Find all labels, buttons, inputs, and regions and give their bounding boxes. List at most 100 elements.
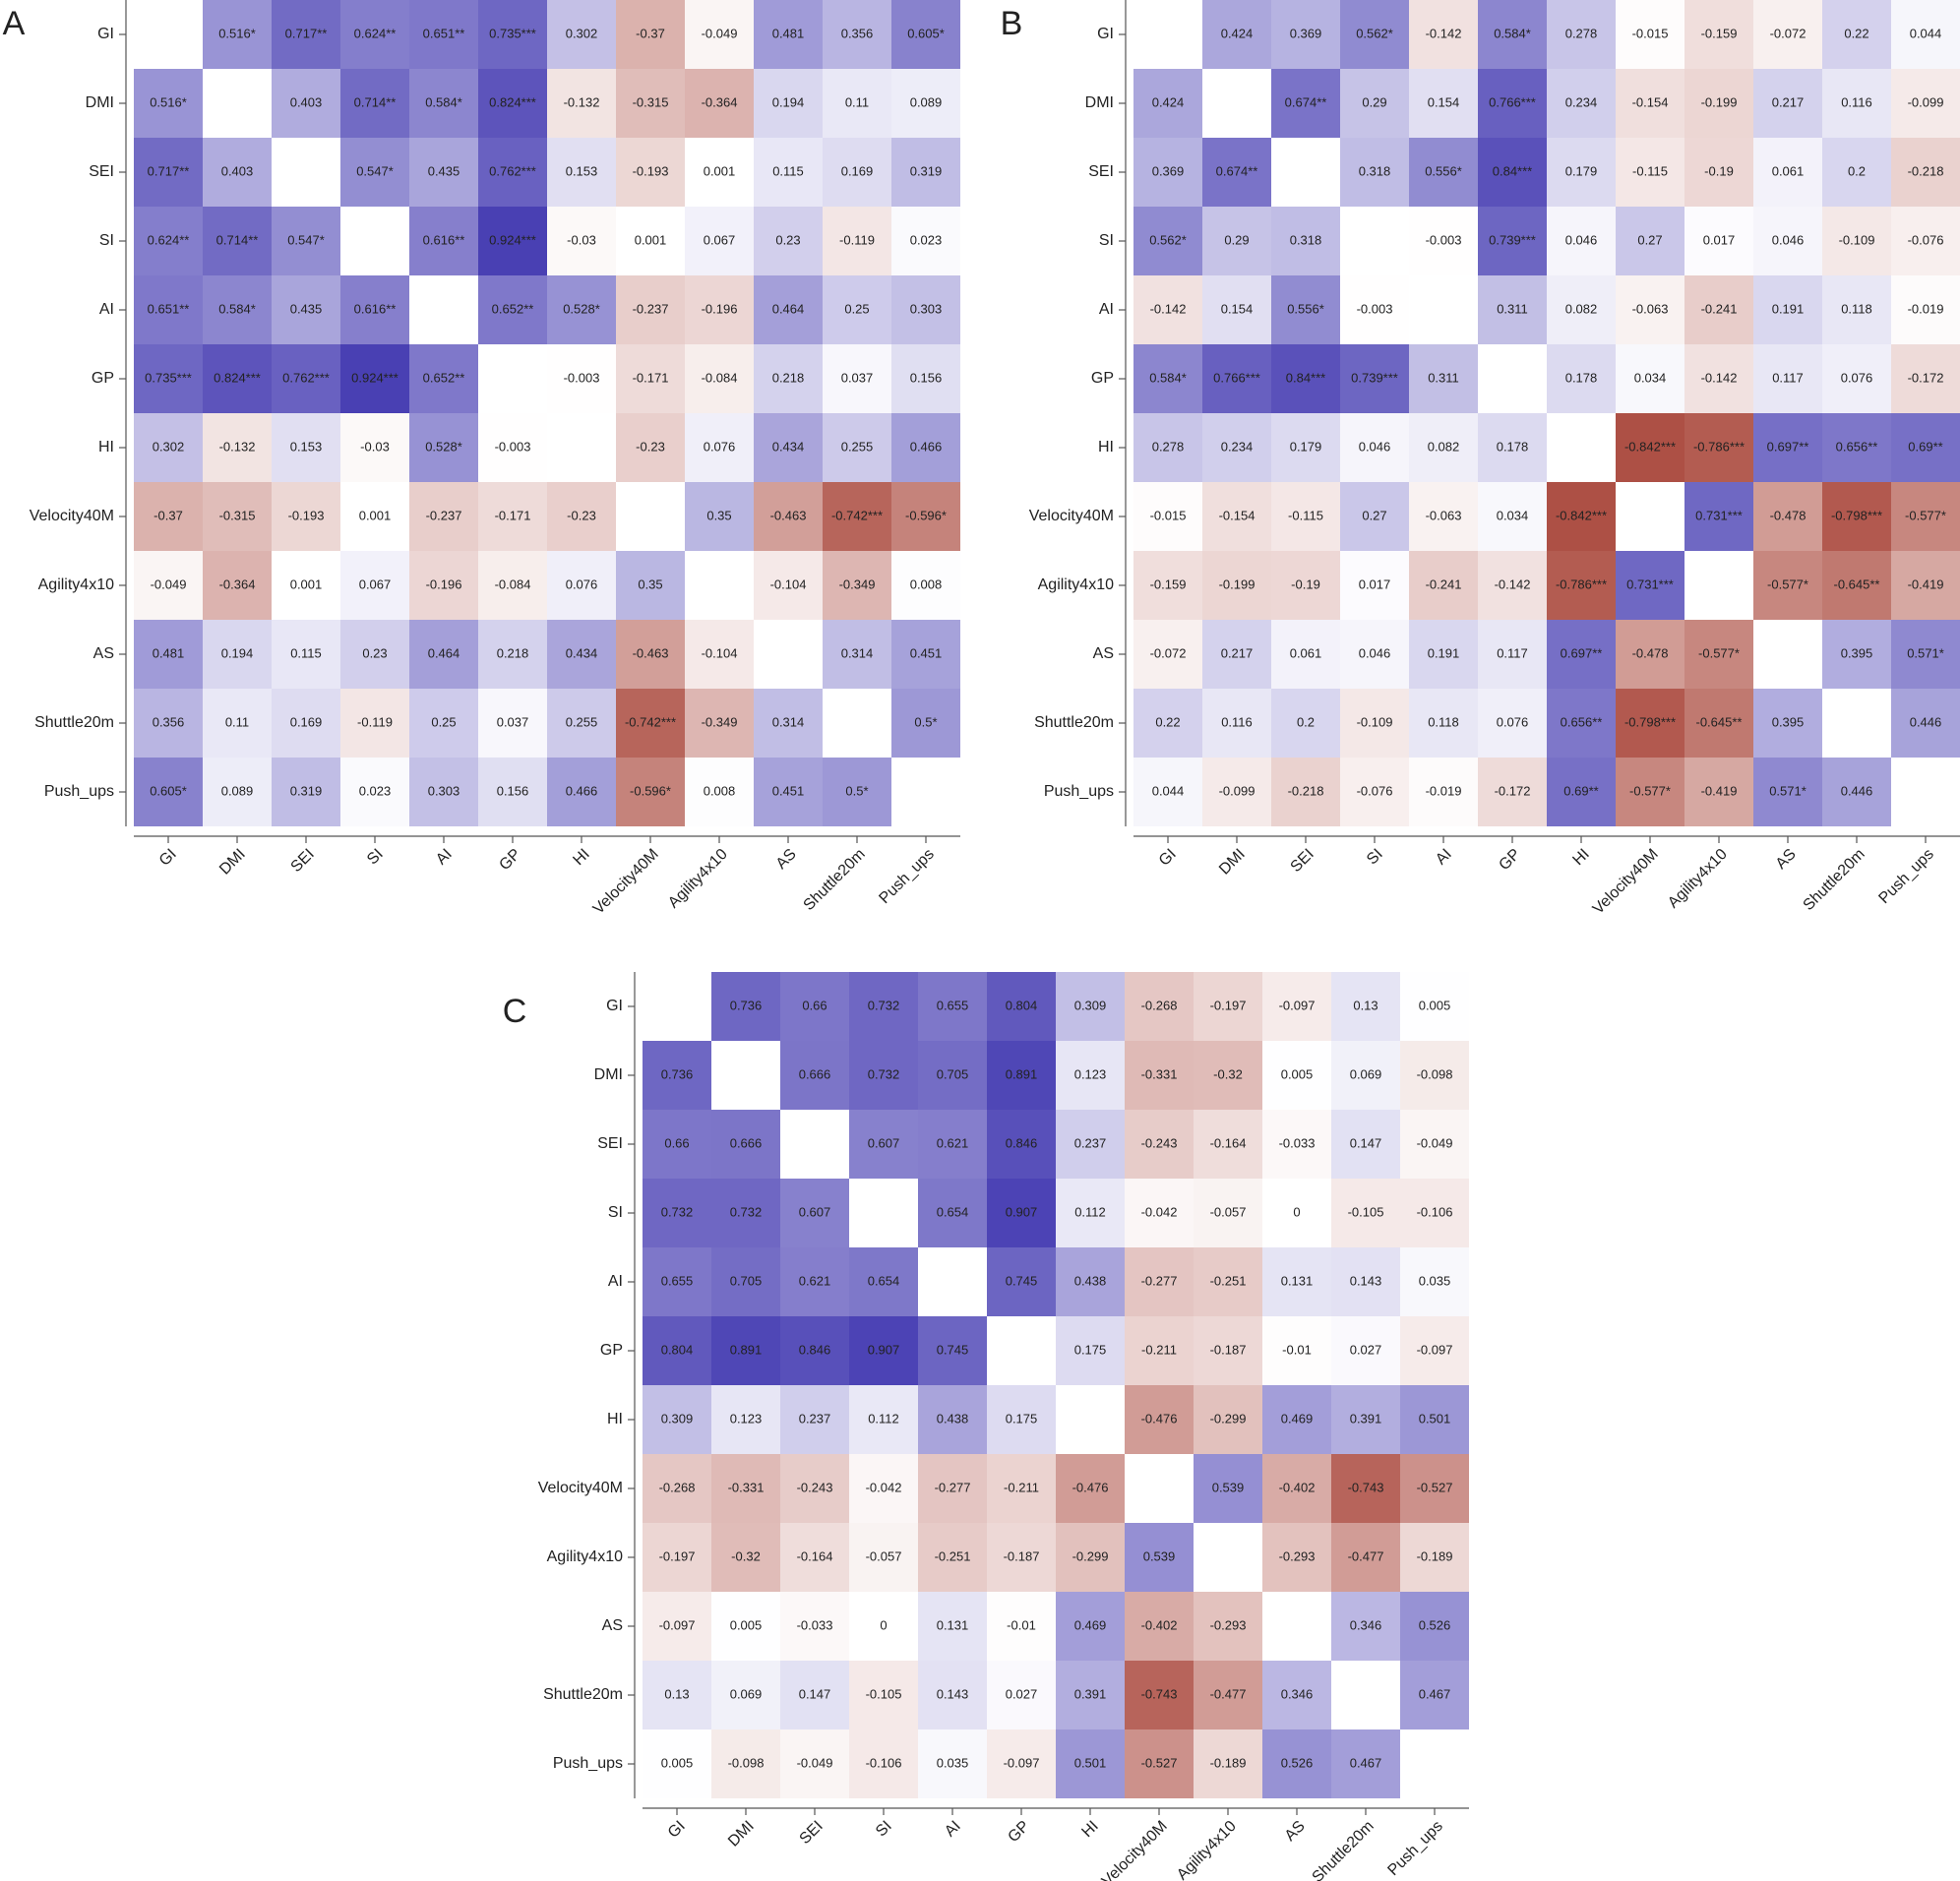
- heatmap-cell: [1194, 1041, 1262, 1110]
- heatmap-cell: [547, 0, 616, 69]
- cell-label: 0.027: [1006, 1686, 1038, 1701]
- heatmap-cell: [823, 551, 891, 620]
- cell-label: 0.169: [841, 163, 874, 178]
- heatmap-cell: [1400, 1592, 1469, 1661]
- cell-label: -0.277: [1141, 1273, 1178, 1288]
- heatmap-cell: [823, 69, 891, 138]
- cell-label: 0.005: [1419, 998, 1451, 1012]
- heatmap-cell: [1340, 689, 1409, 758]
- y-tick-label: SEI: [597, 1135, 623, 1152]
- x-tick-label: Agility4x10: [665, 846, 731, 912]
- cell-label: 0.001: [704, 163, 736, 178]
- cell-label: -0.042: [1141, 1204, 1178, 1219]
- heatmap-cell: [1684, 413, 1753, 482]
- x-tick-label: DMI: [1216, 846, 1249, 879]
- cell-label: -0.015: [1150, 508, 1187, 522]
- cell-label: 0.234: [1565, 94, 1598, 109]
- heatmap-cell: [1547, 344, 1616, 413]
- cell-label: 0.218: [772, 370, 805, 385]
- heatmap-cell: [1547, 551, 1616, 620]
- heatmap-cell: [1125, 1179, 1194, 1247]
- heatmap-cell: [1891, 551, 1960, 620]
- y-tick-label: GI: [1097, 26, 1114, 42]
- heatmap-cell: [1262, 1247, 1331, 1316]
- heatmap-cell: [780, 1385, 849, 1454]
- heatmap-cell: [1056, 1454, 1125, 1523]
- cell-label: -0.003: [1426, 232, 1462, 247]
- cell-label: -0.109: [1839, 232, 1875, 247]
- heatmap-cell: [685, 0, 754, 69]
- heatmap-cell: [616, 138, 685, 207]
- cell-label: 0.023: [910, 232, 943, 247]
- cell-label: 0.526: [1281, 1755, 1314, 1770]
- heatmap-cell: [409, 413, 478, 482]
- heatmap-cell: [711, 1110, 780, 1179]
- cell-label: -0.19: [1291, 576, 1320, 591]
- cell-label: 0.314: [772, 714, 805, 729]
- heatmap-cell: [1202, 207, 1271, 275]
- cell-label: 0.11: [845, 94, 869, 109]
- cell-label: -0.015: [1632, 26, 1669, 40]
- cell-label: -0.106: [1417, 1204, 1453, 1219]
- x-tick-label: Push_ups: [876, 846, 937, 907]
- heatmap-cell: [1262, 1385, 1331, 1454]
- heatmap-cell: [1547, 482, 1616, 551]
- cell-label: 0.311: [1428, 370, 1459, 385]
- heatmap-cell: [1133, 207, 1202, 275]
- cell-label: 0.194: [772, 94, 805, 109]
- heatmap-cell: [409, 758, 478, 826]
- heatmap-cell: [134, 551, 203, 620]
- cell-label: 0.846: [1006, 1135, 1038, 1150]
- cell-label: 0.739***: [1351, 370, 1398, 385]
- cell-label: 0.346: [1281, 1686, 1314, 1701]
- cell-label: 0.023: [359, 783, 392, 798]
- heatmap-cell: [134, 69, 203, 138]
- y-tick-label: AI: [608, 1273, 623, 1290]
- cell-label: 0.705: [730, 1273, 763, 1288]
- cell-label: -0.105: [1348, 1204, 1384, 1219]
- cell-label: 0.556*: [1287, 301, 1324, 316]
- cell-label: -0.187: [1004, 1548, 1040, 1563]
- cell-label: 0.005: [1281, 1066, 1314, 1081]
- heatmap-cell: [1891, 413, 1960, 482]
- heatmap-cell: [849, 1592, 918, 1661]
- heatmap-cell: [203, 275, 272, 344]
- cell-label: 0.907: [1006, 1204, 1038, 1219]
- heatmap-cell: [1202, 758, 1271, 826]
- panel-label: C: [503, 993, 527, 1030]
- cell-label: -0.243: [797, 1480, 833, 1494]
- cell-label: -0.019: [1908, 301, 1944, 316]
- cell-label: -0.842***: [1556, 508, 1607, 522]
- heatmap-cell: [1400, 1523, 1469, 1592]
- cell-label: -0.237: [633, 301, 669, 316]
- heatmap-cell: [409, 69, 478, 138]
- cell-label: -0.142: [1701, 370, 1738, 385]
- cell-label: 0.466: [566, 783, 598, 798]
- heatmap-cell: [1056, 1729, 1125, 1798]
- heatmap-cell: [1133, 758, 1202, 826]
- cell-label: 0.891: [1006, 1066, 1038, 1081]
- heatmap-cell: [340, 758, 409, 826]
- heatmap-cell: [1202, 551, 1271, 620]
- cell-label: 0.237: [1074, 1135, 1107, 1150]
- cell-label: 0.034: [1497, 508, 1529, 522]
- y-tick-label: Push_ups: [1044, 783, 1114, 800]
- cell-label: 0.651**: [423, 26, 465, 40]
- cell-label: 0.218: [497, 645, 529, 660]
- cell-label: 0.116: [1841, 94, 1872, 109]
- heatmap-cell: [1271, 482, 1340, 551]
- cell-label: -0.03: [567, 232, 596, 247]
- cell-label: 0.547*: [287, 232, 325, 247]
- heatmap-cell: [1194, 1729, 1262, 1798]
- y-tick-label: AS: [93, 645, 114, 662]
- cell-label: -0.527: [1417, 1480, 1453, 1494]
- cell-label: 0.745: [1006, 1273, 1038, 1288]
- y-tick-label: GP: [92, 370, 114, 387]
- heatmap-cell: [134, 275, 203, 344]
- x-tick-label: Shuttle20m: [1310, 1818, 1378, 1881]
- cell-label: 0.466: [910, 439, 943, 454]
- heatmap-cell: [1400, 1247, 1469, 1316]
- heatmap-cell: [685, 344, 754, 413]
- heatmap-cell: [340, 551, 409, 620]
- heatmap-cell: [1340, 620, 1409, 689]
